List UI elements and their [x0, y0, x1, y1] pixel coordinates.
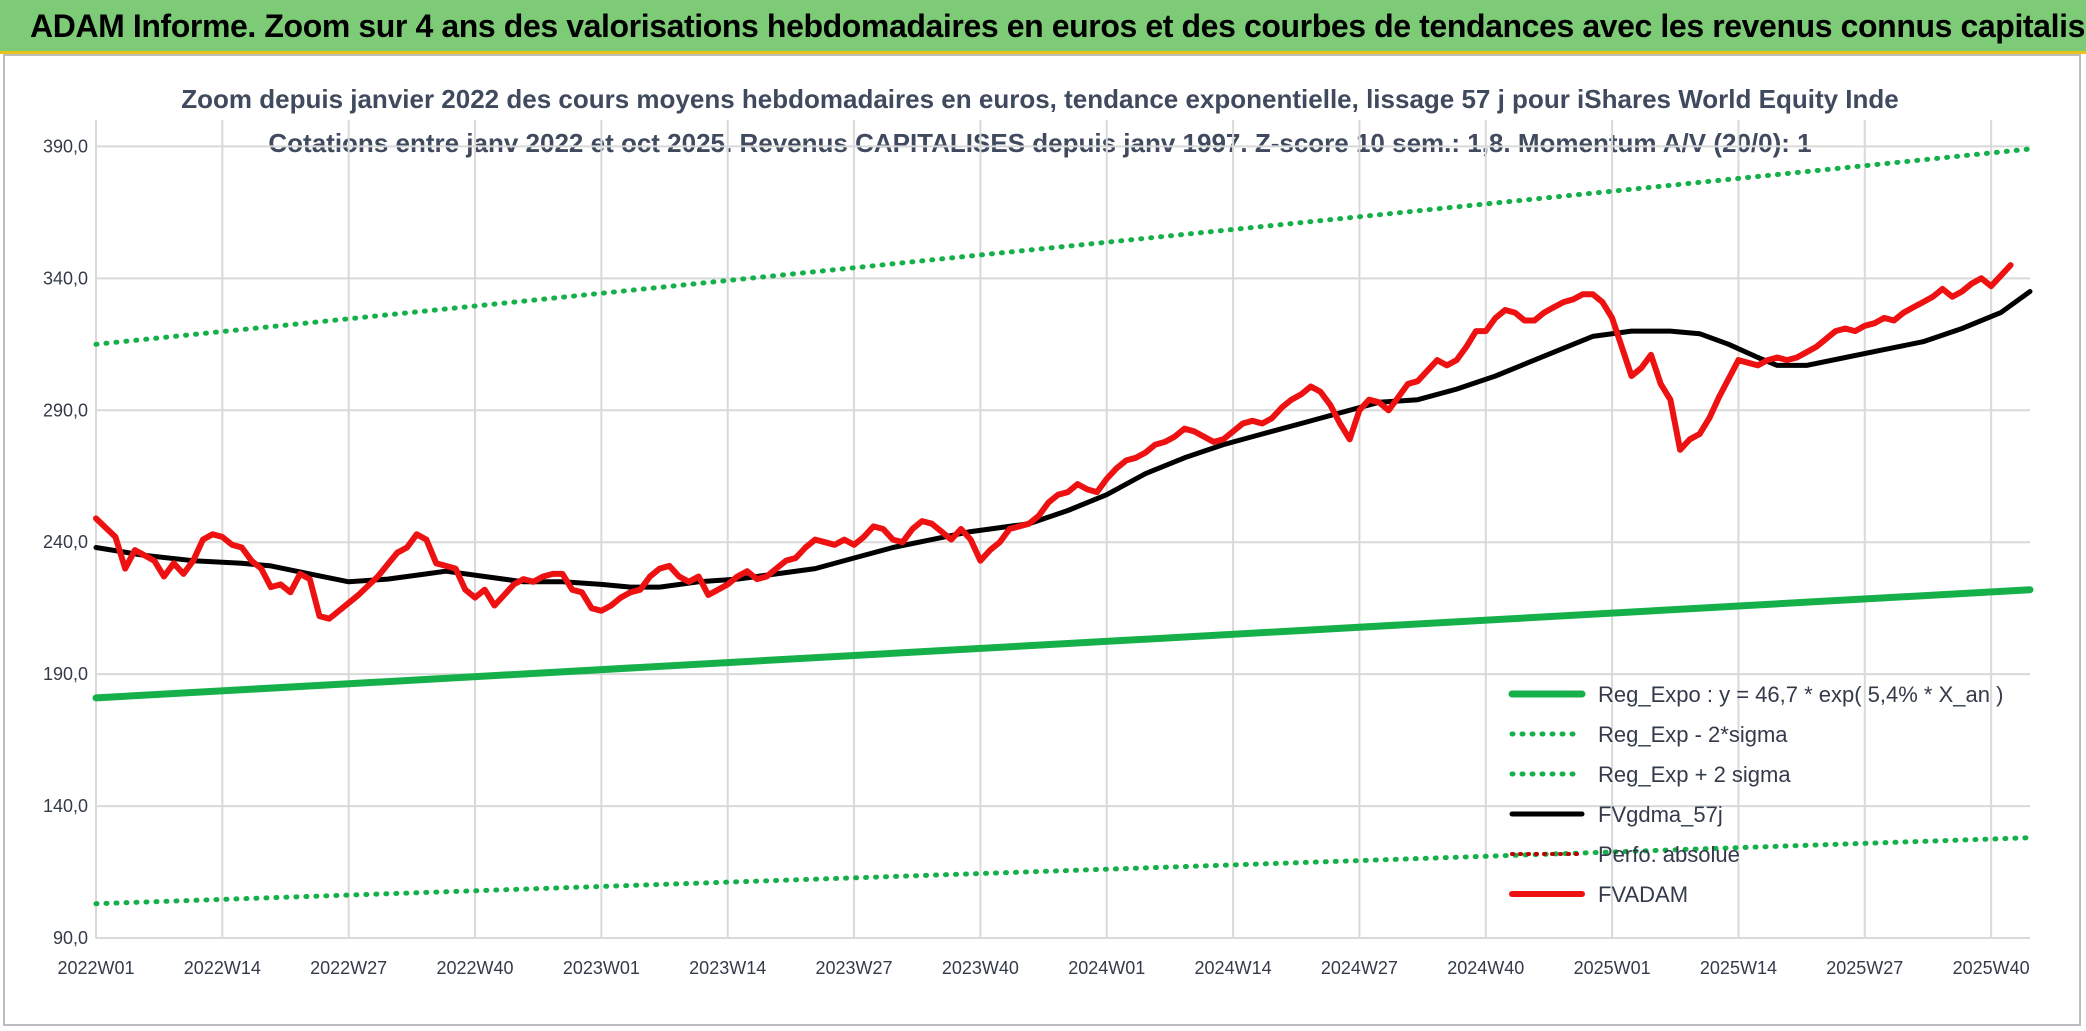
x-tick-label: 2025W27 [1826, 958, 1903, 978]
legend-label-fvadam: FVADAM [1598, 882, 1688, 907]
y-tick-label: 290,0 [43, 400, 88, 420]
x-tick-label: 2022W14 [184, 958, 261, 978]
x-tick-label: 2023W01 [563, 958, 640, 978]
series-line-band_low [93, 835, 2033, 907]
legend-label-reg_expo: Reg_Expo : y = 46,7 * exp( 5,4% * X_an ) [1598, 682, 2003, 707]
y-axis-ticks: 90,0 140,0 190,0 240,0 290,0 340,0 390,0 [43, 136, 88, 948]
x-tick-label: 2022W40 [436, 958, 513, 978]
y-tick-label: 90,0 [53, 928, 88, 948]
gridlines [95, 120, 2030, 939]
y-tick-label: 140,0 [43, 796, 88, 816]
chart-title-line1: Zoom depuis janvier 2022 des cours moyen… [181, 84, 1899, 114]
x-axis-ticks: 2022W01 2022W14 2022W27 2022W40 2023W01 2023W… [57, 958, 2029, 978]
series-lines [92, 146, 2034, 907]
chart-frame [3, 54, 2081, 1026]
y-tick-label: 390,0 [43, 136, 88, 156]
chart-title-line2: Cotations entre janv 2022 et oct 2025. R… [268, 128, 1811, 158]
x-tick-label: 2024W01 [1068, 958, 1145, 978]
y-tick-label: 190,0 [43, 664, 88, 684]
series-line-reg_expo [92, 586, 2034, 702]
series-line-band_high [93, 146, 2033, 347]
series-line-fvgdma [93, 289, 2033, 590]
x-tick-label: 2024W14 [1195, 958, 1272, 978]
x-tick-label: 2023W40 [942, 958, 1019, 978]
x-tick-label: 2025W40 [1953, 958, 2030, 978]
legend-label-band_high: Reg_Exp + 2 sigma [1598, 762, 1791, 787]
legend-label-band_low: Reg_Exp - 2*sigma [1598, 722, 1788, 747]
x-tick-label: 2025W14 [1700, 958, 1777, 978]
y-tick-label: 340,0 [43, 268, 88, 288]
x-tick-label: 2023W27 [816, 958, 893, 978]
x-tick-label: 2025W01 [1574, 958, 1651, 978]
x-tick-label: 2024W40 [1447, 958, 1524, 978]
x-tick-label: 2022W27 [310, 958, 387, 978]
y-tick-label: 240,0 [43, 532, 88, 552]
x-tick-label: 2024W27 [1321, 958, 1398, 978]
report-title: ADAM Informe. Zoom sur 4 ans des valoris… [30, 8, 2086, 44]
legend: Reg_Expo : y = 46,7 * exp( 5,4% * X_an )… [1508, 682, 2003, 907]
x-tick-label: 2023W14 [689, 958, 766, 978]
header-band: ADAM Informe. Zoom sur 4 ans des valoris… [0, 0, 2086, 54]
series-line-fvadam [93, 262, 2014, 622]
legend-label-perfo: Perfo. absolue [1598, 842, 1740, 867]
legend-label-fvgdma: FVgdma_57j [1598, 802, 1723, 827]
x-tick-label: 2022W01 [57, 958, 134, 978]
